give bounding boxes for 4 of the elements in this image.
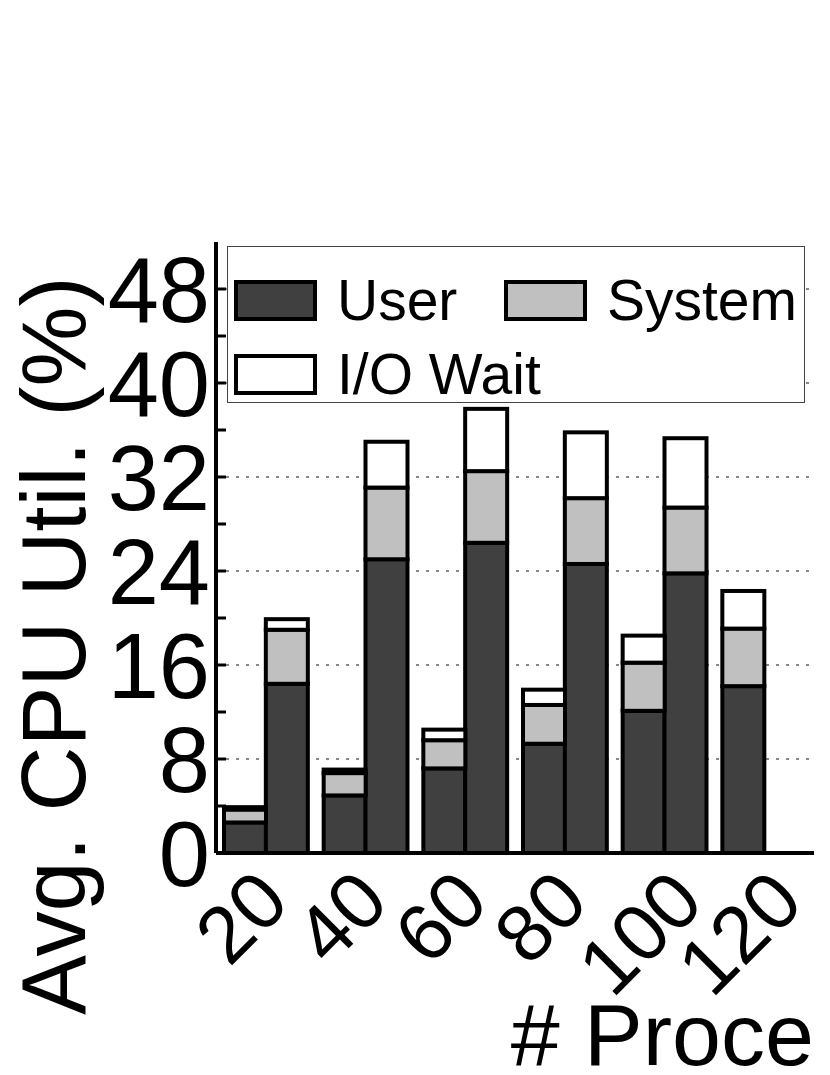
legend-label: I/O Wait — [337, 342, 541, 406]
legend-label: System — [607, 268, 798, 332]
legend-label: User — [337, 268, 458, 332]
y-axis-title: Avg. CPU Util. (%) — [4, 276, 104, 1015]
